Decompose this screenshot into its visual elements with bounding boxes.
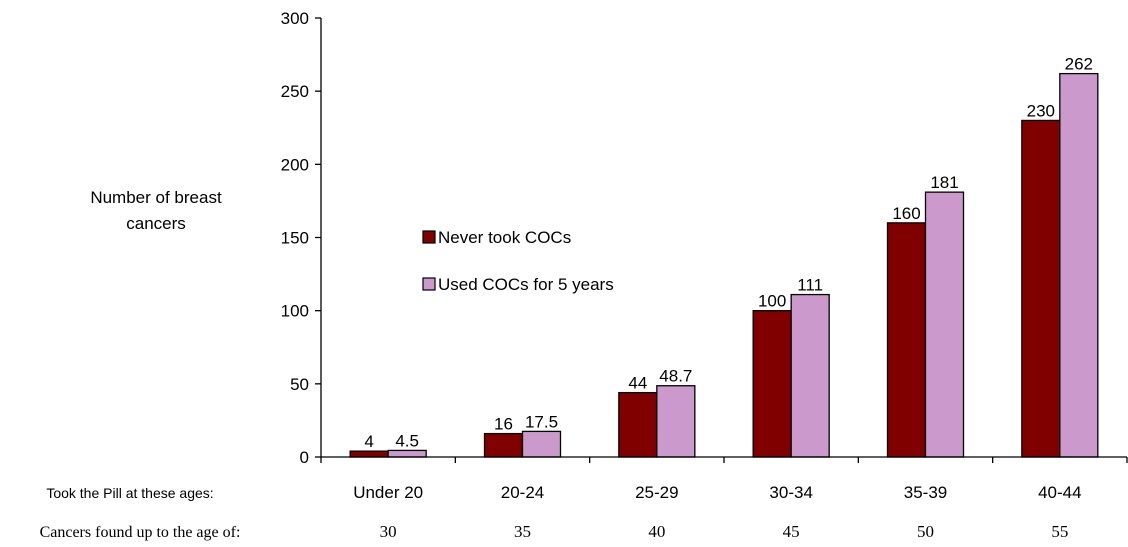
bar-value-label: 160 <box>892 204 920 223</box>
bar <box>790 293 830 458</box>
bar <box>349 450 389 458</box>
x-category-label: 35-39 <box>904 483 947 502</box>
took-pill-row-label: Took the Pill at these ages: <box>46 485 213 501</box>
cancers-found-ages: 30 35 40 45 50 55 <box>380 522 1069 541</box>
bar <box>618 391 658 458</box>
bar-value-label: 4.5 <box>395 431 419 450</box>
y-tick-label: 0 <box>300 448 309 467</box>
y-tick-label: 100 <box>281 302 309 321</box>
bar-value-label: 111 <box>797 276 823 295</box>
bar-value-label: 48.7 <box>659 367 692 386</box>
bar-value-label: 181 <box>930 173 958 192</box>
bar <box>387 449 427 458</box>
y-tick-label: 250 <box>281 82 309 101</box>
row-labels: Took the Pill at these ages: Cancers fou… <box>40 485 241 541</box>
y-axis-label-line-1: Number of breast <box>90 188 222 207</box>
y-tick-label: 300 <box>281 9 309 28</box>
bar <box>483 432 524 458</box>
bar-value-label: 4 <box>364 432 373 451</box>
bar-value-label: 262 <box>1065 55 1093 74</box>
bar <box>886 222 927 458</box>
bar <box>924 191 965 458</box>
bar <box>1021 119 1061 458</box>
bar-value-labels: 4 4.5 16 17.5 44 48.7 100 111 160 181 230 262 <box>364 55 1093 452</box>
bar-value-label: 44 <box>628 374 647 393</box>
bar <box>1059 72 1099 458</box>
cancers-found-age: 55 <box>1051 522 1068 541</box>
legend-label: Used COCs for 5 years <box>438 275 614 294</box>
x-axis: Under 20 20-24 25-29 30-34 35-39 40-44 <box>320 456 1128 502</box>
legend: Never took COCs Used COCs for 5 years <box>422 228 614 294</box>
cancers-found-row-label: Cancers found up to the age of: <box>40 524 241 541</box>
x-category-label: 30-34 <box>769 483 812 502</box>
y-axis: 0 50 100 150 200 250 300 <box>281 9 322 467</box>
bar <box>656 385 696 458</box>
y-tick-label: 50 <box>290 375 309 394</box>
bar-value-label: 230 <box>1027 101 1055 120</box>
y-axis-label-line-2: cancers <box>126 214 186 233</box>
y-tick-label: 200 <box>281 155 309 174</box>
legend-label: Never took COCs <box>438 228 571 247</box>
legend-swatch <box>422 230 436 244</box>
y-tick-label: 150 <box>281 229 309 248</box>
y-axis-label: Number of breast cancers <box>90 188 222 233</box>
legend-swatch <box>422 277 436 291</box>
bar <box>752 310 792 458</box>
x-category-label: 25-29 <box>635 483 678 502</box>
cancers-found-age: 35 <box>514 522 531 541</box>
x-category-label: 40-44 <box>1038 483 1081 502</box>
cancers-found-age: 50 <box>917 522 934 541</box>
cancers-found-age: 45 <box>783 522 800 541</box>
x-category-label: Under 20 <box>353 483 423 502</box>
cancers-found-age: 30 <box>380 522 397 541</box>
bars <box>349 72 1099 458</box>
bar-value-label: 17.5 <box>525 412 558 431</box>
x-category-label: 20-24 <box>501 483 544 502</box>
bar-value-label: 16 <box>494 415 513 434</box>
bar <box>521 430 562 458</box>
bar-value-label: 100 <box>758 292 786 311</box>
cancers-found-age: 40 <box>648 522 665 541</box>
